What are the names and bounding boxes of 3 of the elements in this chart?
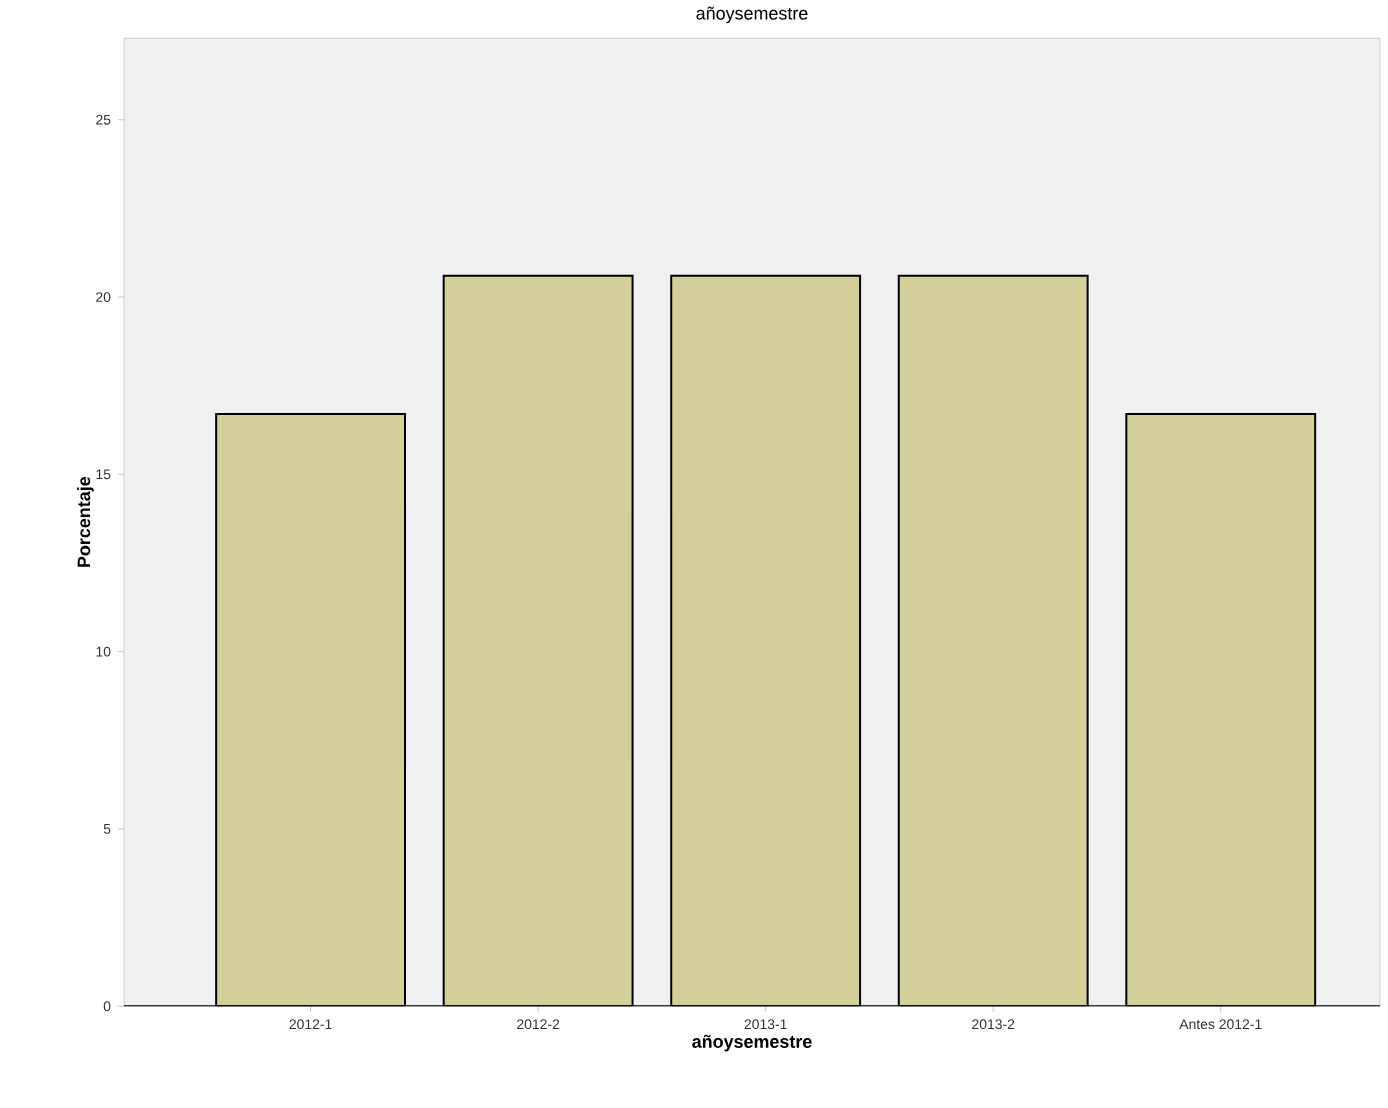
- x-axis-title: añoysemestre: [692, 1034, 812, 1052]
- y-axis-title: Porcentaje: [77, 476, 94, 567]
- chart-title: añoysemestre: [696, 6, 808, 24]
